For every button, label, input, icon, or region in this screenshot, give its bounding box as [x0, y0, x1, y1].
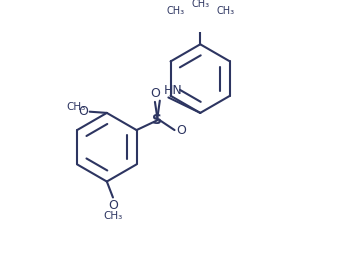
Text: CH₃: CH₃: [103, 211, 122, 221]
Text: CH₃: CH₃: [166, 6, 184, 16]
Text: CH₃: CH₃: [216, 6, 234, 16]
Text: CH₃: CH₃: [66, 102, 86, 112]
Text: O: O: [108, 199, 118, 212]
Text: S: S: [152, 113, 162, 127]
Text: O: O: [79, 105, 89, 118]
Text: CH₃: CH₃: [191, 0, 209, 9]
Text: O: O: [150, 87, 160, 100]
Text: O: O: [176, 123, 186, 137]
Text: HN: HN: [164, 84, 182, 97]
